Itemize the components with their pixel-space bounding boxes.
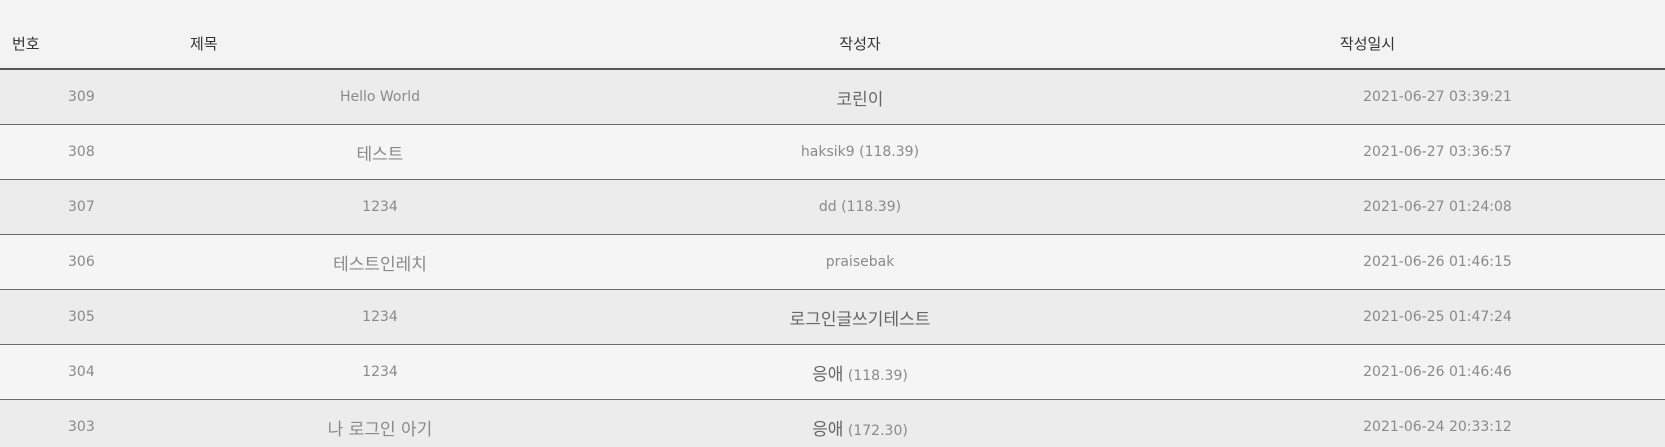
table-body: 309 Hello World 코린이 2021-06-27 03:39:21 … <box>0 69 1665 447</box>
post-title-link[interactable]: 테스트인레치 <box>333 254 427 275</box>
table-row[interactable]: 309 Hello World 코린이 2021-06-27 03:39:21 <box>0 69 1665 125</box>
post-title-cell: 나 로그인 아기 <box>150 399 610 447</box>
post-title-cell: 테스트 <box>150 124 610 180</box>
post-title-cell: 테스트인레치 <box>150 234 610 290</box>
post-title-link[interactable]: 나 로그인 아기 <box>327 419 433 440</box>
post-author-cell: dd (118.39) <box>610 179 1110 235</box>
header-title: 제목 <box>150 18 610 70</box>
table-row[interactable]: 303 나 로그인 아기 응애 (172.30) 2021-06-24 20:3… <box>0 399 1665 447</box>
post-author-cell: haksik9 (118.39) <box>610 124 1110 180</box>
post-title-link[interactable]: 1234 <box>362 364 398 380</box>
post-title-link[interactable]: Hello World <box>339 89 421 105</box>
post-number: 303 <box>0 399 150 447</box>
post-number: 309 <box>0 69 150 125</box>
post-author: 코린이 <box>836 89 884 110</box>
post-author-cell: 응애 (118.39) <box>610 344 1110 400</box>
post-title-link[interactable]: 1234 <box>362 309 398 325</box>
post-number: 307 <box>0 179 150 235</box>
post-author-cell: 응애 (172.30) <box>610 399 1110 447</box>
post-author: 응애 <box>812 364 844 385</box>
table-row[interactable]: 307 1234 dd (118.39) 2021-06-27 01:24:08 <box>0 179 1665 235</box>
post-title-cell: 1234 <box>150 179 610 235</box>
post-date: 2021-06-24 20:33:12 <box>1110 399 1665 447</box>
header-row: 번호 제목 작성자 작성일시 <box>0 18 1665 70</box>
post-date: 2021-06-27 03:36:57 <box>1110 124 1665 180</box>
table-row[interactable]: 305 1234 로그인글쓰기테스트 2021-06-25 01:47:24 <box>0 289 1665 345</box>
header-date: 작성일시 <box>1110 18 1665 70</box>
post-author-cell: 코린이 <box>610 69 1110 125</box>
table-header: 번호 제목 작성자 작성일시 <box>0 18 1665 70</box>
post-author: praisebak <box>825 254 895 270</box>
table-row[interactable]: 304 1234 응애 (118.39) 2021-06-26 01:46:46 <box>0 344 1665 400</box>
post-title-link[interactable]: 1234 <box>362 199 398 215</box>
post-author-ip: (118.39) <box>841 199 902 215</box>
post-author: 응애 <box>812 419 844 440</box>
post-title-cell: Hello World <box>150 69 610 125</box>
post-author-ip: (118.39) <box>847 367 908 384</box>
post-number: 305 <box>0 289 150 345</box>
post-number: 306 <box>0 234 150 290</box>
post-date: 2021-06-26 01:46:15 <box>1110 234 1665 290</box>
table-row[interactable]: 308 테스트 haksik9 (118.39) 2021-06-27 03:3… <box>0 124 1665 180</box>
header-no: 번호 <box>0 18 150 70</box>
post-author: 로그인글쓰기테스트 <box>789 309 931 330</box>
post-title-link[interactable]: 테스트 <box>356 144 404 165</box>
post-author-ip: (118.39) <box>859 144 920 160</box>
post-date: 2021-06-25 01:47:24 <box>1110 289 1665 345</box>
post-author-cell: praisebak <box>610 234 1110 290</box>
post-number: 308 <box>0 124 150 180</box>
table-row[interactable]: 306 테스트인레치 praisebak 2021-06-26 01:46:15 <box>0 234 1665 290</box>
post-list-table: 번호 제목 작성자 작성일시 309 Hello World 코린이 2021-… <box>0 18 1665 447</box>
post-title-cell: 1234 <box>150 289 610 345</box>
post-author-ip: (172.30) <box>847 422 908 439</box>
post-date: 2021-06-27 01:24:08 <box>1110 179 1665 235</box>
post-date: 2021-06-26 01:46:46 <box>1110 344 1665 400</box>
post-title-cell: 1234 <box>150 344 610 400</box>
post-author-cell: 로그인글쓰기테스트 <box>610 289 1110 345</box>
post-author: dd <box>818 199 837 215</box>
post-date: 2021-06-27 03:39:21 <box>1110 69 1665 125</box>
post-number: 304 <box>0 344 150 400</box>
post-author: haksik9 <box>800 144 855 160</box>
header-author: 작성자 <box>610 18 1110 70</box>
